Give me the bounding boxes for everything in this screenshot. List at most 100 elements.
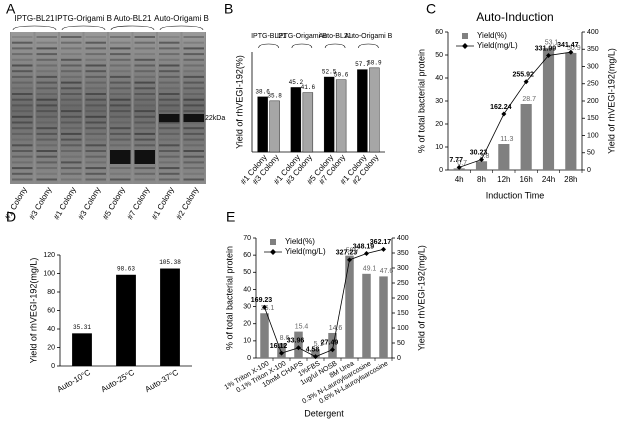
- gel-lane: [182, 32, 205, 184]
- x-axis-label: Induction Time: [486, 190, 545, 200]
- x-tick-label: 8h: [477, 175, 486, 184]
- gel-band: [12, 36, 33, 38]
- y2-axis-label: Yield of rhVEGI-192(mg/L): [416, 245, 426, 351]
- y-tick-label: 30: [435, 98, 443, 105]
- gel-band: [36, 132, 57, 135]
- bar-value-label: 8.6: [280, 335, 290, 342]
- gel-band: [12, 110, 33, 113]
- brace: [61, 25, 106, 31]
- y2-tick-label: 50: [397, 340, 405, 347]
- panel-label: C: [426, 1, 436, 17]
- gel-band: [85, 110, 106, 113]
- bar: [357, 69, 368, 153]
- value-label: 50.6: [334, 71, 349, 78]
- bar: [277, 343, 286, 358]
- gel-band: [36, 155, 57, 158]
- y2-tick-label: 400: [397, 235, 409, 242]
- line-value-label: 327.23: [336, 250, 358, 257]
- gel-band: [85, 121, 106, 124]
- line-marker: [296, 345, 301, 351]
- gel-band: [12, 167, 33, 170]
- line-marker: [456, 164, 462, 170]
- gel-band: [36, 75, 57, 78]
- x-tick-label: 24h: [542, 175, 555, 184]
- x-tick-label: Auto-25°C: [100, 368, 137, 394]
- gel-band: [183, 41, 204, 44]
- y-tick-label: 80: [47, 289, 55, 296]
- bar: [345, 255, 354, 358]
- gel-band: [61, 64, 82, 67]
- gel-band: [61, 167, 82, 170]
- gel-band: [61, 150, 82, 152]
- line-marker: [381, 246, 386, 252]
- gel-band: [85, 167, 106, 170]
- gel-band: [12, 115, 33, 118]
- y-tick-label: 100: [43, 270, 55, 277]
- y2-tick-label: 350: [397, 250, 409, 257]
- y-tick-label: 0: [247, 355, 251, 362]
- y-axis-label: % of total bacterial protein: [224, 246, 234, 350]
- gel-band: [134, 150, 155, 164]
- gel-band: [12, 98, 33, 101]
- gel-band: [183, 47, 204, 50]
- gel-band: [36, 87, 57, 90]
- gel-band: [85, 47, 106, 50]
- x-tick-label: 16h: [519, 175, 532, 184]
- gel-band: [134, 98, 155, 101]
- gel-band: [183, 64, 204, 67]
- gel-band: [183, 81, 204, 84]
- gel-band: [61, 87, 82, 90]
- bar-value-label: 47.6: [380, 268, 394, 275]
- value-label: 58.9: [367, 59, 382, 66]
- line-value-label: 255.92: [512, 72, 534, 79]
- y-axis-label: Yield of rhVEGI-192(mg/L): [28, 258, 38, 364]
- gel-band: [134, 81, 155, 84]
- gel-band: [110, 110, 131, 113]
- panel-label: D: [6, 209, 16, 225]
- line-value-label: 33.96: [287, 338, 305, 345]
- gel-band: [183, 58, 204, 61]
- line: [264, 248, 384, 358]
- gel-band: [110, 53, 131, 56]
- gel-band: [36, 121, 57, 124]
- brace: [110, 25, 155, 31]
- gel-band: [183, 161, 204, 164]
- group-label: Auto-BL21: [114, 14, 152, 23]
- gel-band: [61, 41, 82, 44]
- bar: [116, 274, 136, 366]
- lane-label: #2 Colony: [174, 186, 200, 222]
- gel-band: [85, 155, 106, 158]
- gel-band: [61, 104, 82, 107]
- gel-band: [134, 144, 155, 147]
- gel-band: [159, 167, 180, 170]
- gel-band: [85, 98, 106, 101]
- gel-band: [85, 144, 106, 147]
- gel-band: [159, 53, 180, 56]
- gel-band: [183, 150, 204, 152]
- line-value-label: 162.24: [490, 104, 512, 111]
- bar: [369, 67, 380, 153]
- y-axis-label: Yield of rhVEGI-192(%): [234, 55, 244, 149]
- bar-value-label: 50.9: [567, 45, 581, 52]
- x-tick-label: 4h: [455, 175, 464, 184]
- gel-band: [85, 93, 106, 95]
- gel-band: [183, 114, 204, 122]
- gel-band: [134, 64, 155, 67]
- gel-band: [61, 115, 82, 118]
- line-value-label: 169.23: [251, 297, 273, 304]
- gel-band: [12, 104, 33, 107]
- gel-band: [36, 53, 57, 56]
- y2-tick-label: 150: [397, 310, 409, 317]
- gel-band: [85, 104, 106, 107]
- gel-band: [110, 167, 131, 170]
- gel-band: [159, 36, 180, 38]
- line-value-label: 7.77: [449, 157, 463, 164]
- y-tick-label: 50: [243, 269, 251, 276]
- y-tick-label: 60: [47, 307, 55, 314]
- group-label: IPTG-Origami B: [55, 14, 112, 23]
- gel-band: [36, 144, 57, 147]
- y2-tick-label: 100: [587, 132, 599, 139]
- gel-band: [134, 75, 155, 78]
- group-label: Auto-BL21: [319, 33, 352, 40]
